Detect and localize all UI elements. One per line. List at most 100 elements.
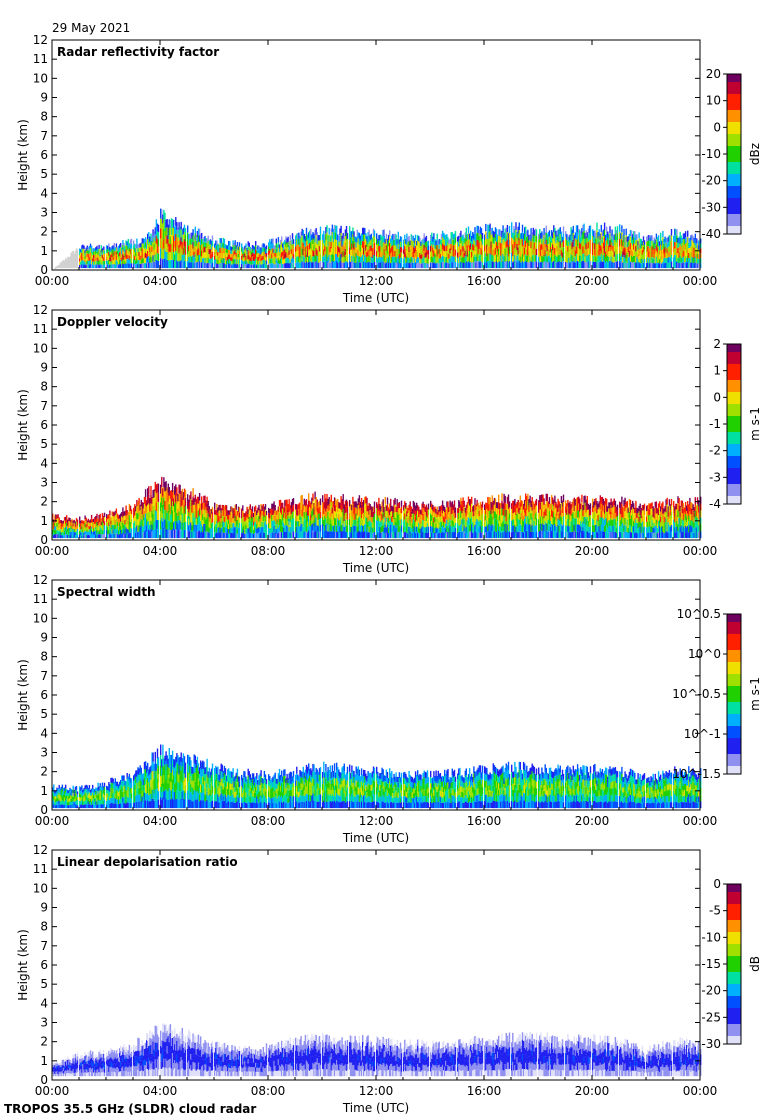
data-cell xyxy=(516,256,518,262)
data-cell xyxy=(575,225,578,233)
data-cell xyxy=(121,525,123,530)
data-cell xyxy=(492,261,494,269)
data-cell xyxy=(297,515,299,522)
data-cell xyxy=(608,245,610,252)
data-cell xyxy=(490,234,492,242)
data-cell xyxy=(474,234,476,241)
data-cell xyxy=(90,245,93,250)
data-cell xyxy=(96,253,98,257)
data-cell xyxy=(466,256,469,263)
data-cell xyxy=(127,525,129,530)
data-cell xyxy=(250,261,253,265)
data-cell xyxy=(439,263,442,269)
data-cell xyxy=(282,243,284,248)
data-cell xyxy=(385,245,388,251)
data-cell xyxy=(355,252,357,258)
data-cell xyxy=(657,240,660,247)
data-cell xyxy=(329,241,331,247)
data-cell xyxy=(607,262,609,269)
data-cell xyxy=(303,239,305,246)
data-cell xyxy=(250,518,253,524)
data-cell xyxy=(519,239,521,246)
data-cell xyxy=(195,499,197,506)
data-cell xyxy=(148,486,150,495)
data-cell xyxy=(689,263,691,269)
data-cell xyxy=(205,506,207,514)
data-cell xyxy=(493,249,496,256)
data-cell xyxy=(579,261,581,269)
data-cell xyxy=(680,241,682,247)
data-cell xyxy=(289,235,291,241)
data-cell xyxy=(643,249,646,255)
data-cell xyxy=(612,262,614,269)
data-cell xyxy=(257,517,259,523)
data-cell xyxy=(601,243,604,250)
data-cell xyxy=(572,261,574,269)
data-cell xyxy=(235,245,237,250)
data-cell xyxy=(581,241,583,249)
data-cell xyxy=(210,533,213,538)
data-cell xyxy=(202,263,204,269)
data-cell xyxy=(651,235,653,241)
data-cell xyxy=(175,259,177,269)
data-cell xyxy=(127,512,129,517)
data-cell xyxy=(639,243,641,249)
data-cell xyxy=(137,248,139,253)
data-cell xyxy=(480,261,483,268)
data-cell xyxy=(335,253,337,261)
data-cell xyxy=(623,248,625,255)
data-cell xyxy=(332,241,335,249)
data-cell xyxy=(166,235,168,244)
data-cell xyxy=(404,240,406,246)
data-cell xyxy=(491,254,493,262)
data-cell xyxy=(662,255,664,262)
data-cell xyxy=(110,531,112,535)
data-cell xyxy=(197,235,200,242)
data-cell xyxy=(241,508,243,514)
data-cell xyxy=(436,262,438,268)
data-cell xyxy=(232,518,234,524)
data-cell xyxy=(143,238,146,244)
data-cell xyxy=(513,226,515,233)
data-cell xyxy=(344,229,347,236)
data-cell xyxy=(520,256,523,263)
colorbar-band xyxy=(727,170,741,175)
data-cell xyxy=(623,235,625,242)
data-cell xyxy=(621,246,623,254)
data-cell xyxy=(664,262,666,268)
data-cell xyxy=(229,250,231,255)
data-cell xyxy=(498,242,500,249)
data-cell xyxy=(141,253,143,259)
data-cell xyxy=(90,249,93,254)
data-cell xyxy=(229,515,231,520)
data-cell xyxy=(419,248,421,253)
data-cell xyxy=(625,228,627,236)
data-cell xyxy=(98,260,100,265)
data-cell xyxy=(188,531,190,539)
data-cell xyxy=(295,526,297,533)
data-cell xyxy=(57,530,59,535)
data-cell xyxy=(530,234,532,242)
data-cell xyxy=(223,516,226,523)
data-cell xyxy=(89,535,92,539)
data-cell xyxy=(487,224,489,232)
data-cell xyxy=(325,247,327,255)
data-cell xyxy=(100,518,102,522)
data-cell xyxy=(346,250,349,257)
data-cell xyxy=(208,522,210,528)
data-cell xyxy=(582,246,584,254)
data-cell xyxy=(567,257,569,263)
data-cell xyxy=(335,246,337,254)
data-cell xyxy=(161,229,163,239)
data-cell xyxy=(188,245,190,252)
data-cell xyxy=(96,256,98,261)
data-cell xyxy=(484,251,486,257)
data-cell xyxy=(406,250,408,257)
data-cell xyxy=(165,528,167,539)
data-cell xyxy=(115,508,118,514)
data-cell xyxy=(331,253,334,261)
data-cell xyxy=(154,247,156,255)
data-cell xyxy=(499,255,501,262)
data-cell xyxy=(72,259,74,263)
data-cell xyxy=(480,248,483,255)
